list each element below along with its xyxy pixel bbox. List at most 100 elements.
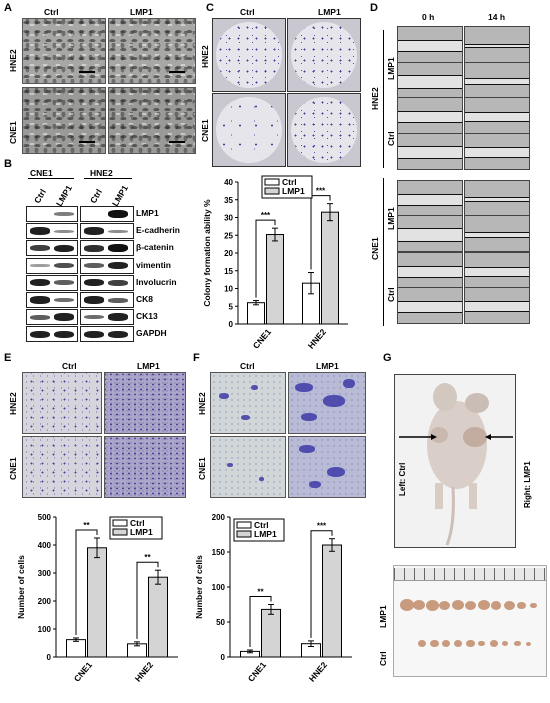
- stain-spot: [309, 481, 321, 488]
- tumor-lmp1: [491, 601, 501, 610]
- panel-e-hne2-label: HNE2: [8, 392, 18, 415]
- blot-box: [80, 240, 134, 257]
- y-tick-label: 10: [224, 285, 233, 294]
- panel-label-d: D: [370, 2, 378, 14]
- significance-bracket: [136, 561, 159, 639]
- stain-spot: [295, 383, 313, 392]
- panel-label-f: F: [193, 352, 200, 364]
- panel-label-g: G: [383, 352, 392, 364]
- wound-gap: [398, 146, 462, 159]
- blot-box: [80, 223, 134, 240]
- legend-swatch: [112, 519, 128, 527]
- ruler: [394, 568, 546, 581]
- panel-d-lmp1-label-2: LMP1: [386, 207, 396, 230]
- y-tick-label: 200: [212, 513, 226, 522]
- tumor-lmp1: [504, 600, 515, 610]
- legend-swatch: [264, 178, 280, 186]
- tumor-ctrl: [442, 640, 450, 647]
- stain-spot: [299, 445, 315, 453]
- legend-swatch: [264, 187, 280, 195]
- legend-label: LMP1: [282, 186, 305, 196]
- wound-gap: [465, 231, 529, 238]
- colony-dish-cne1-lmp1: [287, 93, 361, 167]
- significance-label: ***: [261, 211, 271, 220]
- y-tick-label: 40: [224, 178, 233, 187]
- blot-box: [80, 274, 134, 291]
- y-tick-label: 100: [212, 583, 226, 592]
- wound-gap: [398, 227, 462, 242]
- stain-spot: [301, 413, 317, 421]
- wound-gap: [398, 74, 462, 89]
- significance-label: **: [257, 588, 264, 597]
- blot-band: [54, 330, 74, 339]
- significance-label: ***: [316, 187, 326, 196]
- panel-b-lmp1-label-2: LMP1: [110, 183, 130, 208]
- wound-image: [464, 133, 530, 170]
- panel-f-hne2-label: HNE2: [197, 392, 207, 415]
- panel-a-hne2-label: HNE2: [8, 49, 18, 72]
- y-tick-label: 0: [47, 653, 52, 662]
- x-tick-label: CNE1: [251, 327, 273, 351]
- blot-band: [30, 227, 50, 235]
- tumor-ctrl: [418, 640, 426, 647]
- y-tick-label: 300: [38, 569, 52, 578]
- panel-b-ctrl-label-1: Ctrl: [32, 187, 48, 205]
- tumor-ctrl: [466, 639, 475, 648]
- panel-e-lmp1-label: LMP1: [137, 361, 160, 371]
- blot-box: [26, 257, 78, 274]
- blot-band: [108, 229, 128, 233]
- tumor-ctrl: [502, 641, 508, 647]
- blot-band: [54, 297, 74, 303]
- colony-dish-hne2-ctrl: [212, 18, 286, 92]
- blot-band: [54, 212, 74, 216]
- significance-bracket: [249, 596, 272, 647]
- blot-box: [80, 257, 134, 274]
- panel-f-cne1-label: CNE1: [197, 457, 207, 480]
- y-tick-label: 500: [38, 513, 52, 522]
- bar-ctrl: [66, 639, 86, 658]
- wound-image: [397, 180, 463, 217]
- panel-g-lmp1-label: LMP1: [378, 605, 388, 628]
- invasion-count-chart: 0 50 100 150 200 Number of cells ** CNE1 *** HNE2…: [194, 513, 352, 684]
- blot-box: [26, 274, 78, 291]
- significance-bracket: [255, 219, 276, 298]
- panel-a-ctrl-label: Ctrl: [44, 7, 59, 17]
- colony-formation-chart: 0 5 10 15 20 25 30 35 40 Colony formation ability…: [202, 175, 348, 351]
- blot-protein-label: E-cadherin: [136, 225, 180, 236]
- blot-protein-label: vimentin: [136, 259, 171, 270]
- panel-f-ctrl-label: Ctrl: [240, 361, 255, 371]
- wound-image: [464, 287, 530, 324]
- panel-g-ctrl-label: Ctrl: [378, 651, 388, 666]
- panel-d-0h-label: 0 h: [422, 12, 435, 22]
- panel-b-cne1-label: CNE1: [30, 168, 53, 178]
- bar-lmp1: [266, 234, 284, 325]
- legend-label: LMP1: [254, 529, 277, 539]
- panel-b-lmp1-label-1: LMP1: [54, 183, 74, 208]
- blot-box: [26, 292, 78, 308]
- legend-label: Ctrl: [282, 177, 297, 187]
- y-tick-label: 20: [224, 249, 233, 258]
- blot-box: [26, 309, 78, 326]
- blot-band: [108, 297, 128, 303]
- wound-image: [464, 62, 530, 99]
- blot-band: [108, 330, 128, 339]
- tumor-photo: [393, 565, 547, 677]
- blot-band: [54, 313, 74, 321]
- wound-gap: [398, 300, 462, 313]
- panel-d-ctrl-label-1: Ctrl: [386, 131, 396, 146]
- blot-band: [30, 314, 50, 320]
- y-tick-label: 30: [224, 214, 233, 223]
- blot-band: [30, 245, 50, 252]
- panel-g-left-ctrl-label: Left: Ctrl: [398, 462, 407, 496]
- wound-image: [397, 215, 463, 252]
- blot-protein-label: CK13: [136, 311, 158, 322]
- significance-bracket: [310, 530, 333, 638]
- wound-gap: [398, 110, 462, 123]
- scale-bar: [169, 71, 185, 73]
- tumor-lmp1: [452, 600, 464, 611]
- migration-count-chart: 0 100 200 300 400 500 Number of cells ** CNE1 ** H…: [16, 513, 178, 684]
- wound-gap: [465, 111, 529, 122]
- panel-d-14h-label: 14 h: [488, 12, 506, 22]
- y-tick-label: 150: [212, 548, 226, 557]
- significance-label: **: [144, 553, 151, 562]
